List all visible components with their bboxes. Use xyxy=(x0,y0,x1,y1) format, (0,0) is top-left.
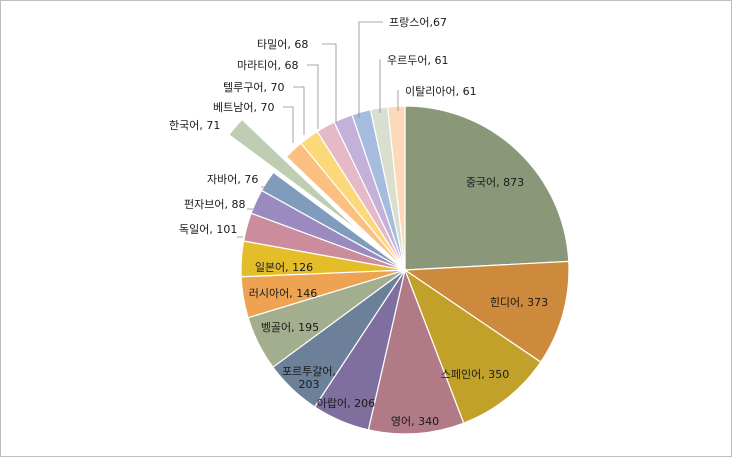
data-label-일본어: 일본어, 126 xyxy=(255,260,313,274)
pie-slice-스페인어 xyxy=(403,268,542,424)
data-label-펀자브어: 펀자브어, 88 xyxy=(184,198,245,211)
leader-line-베트남어 xyxy=(283,106,294,143)
data-label-자바어: 자바어, 76 xyxy=(207,173,258,186)
data-label-러시아어: 러시아어, 146 xyxy=(249,287,317,300)
data-label-힌디어: 힌디어, 373 xyxy=(490,296,548,309)
data-label-한국어: 한국어, 71 xyxy=(169,119,220,132)
data-label-텔루구어: 텔루구어, 70 xyxy=(223,81,284,94)
pie-slice-이탈리아어 xyxy=(386,105,406,271)
pie-slice-자바어 xyxy=(260,171,406,271)
pie-slice-영어 xyxy=(367,267,465,435)
leader-line-우르두어 xyxy=(379,59,381,113)
pie-slice-힌디어 xyxy=(403,260,570,363)
leader-line-텔루구어 xyxy=(293,86,305,135)
leader-line-이탈리아어 xyxy=(397,90,399,111)
data-label-우르두어: 우르두어, 61 xyxy=(387,54,448,67)
pie-slice-한국어 xyxy=(228,118,362,234)
data-label-이탈리아어: 이탈리아어, 61 xyxy=(405,85,477,98)
data-label-중국어: 중국어, 873 xyxy=(466,176,524,189)
leader-line-프랑스어 xyxy=(358,21,383,118)
data-label-포르투갈어: 포르투갈어, 203 xyxy=(282,364,336,391)
leader-line-타밀어 xyxy=(322,43,337,123)
leader-line-마라티어 xyxy=(307,64,319,129)
data-label-영어: 영어, 340 xyxy=(391,415,439,428)
pie-slice-중국어 xyxy=(404,105,570,271)
data-label-마라티어: 마라티어, 68 xyxy=(237,59,298,72)
data-label-아랍어: 아랍어, 206 xyxy=(317,397,375,410)
data-label-프랑스어: 프랑스어,67 xyxy=(389,16,447,29)
data-label-독일어: 독일어, 101 xyxy=(179,222,237,236)
data-label-벵골어: 벵골어, 195 xyxy=(261,321,319,334)
data-label-스페인어: 스페인어, 350 xyxy=(441,368,509,381)
data-label-타밀어: 타밀어, 68 xyxy=(257,38,308,51)
data-label-베트남어: 베트남어, 70 xyxy=(213,101,274,114)
